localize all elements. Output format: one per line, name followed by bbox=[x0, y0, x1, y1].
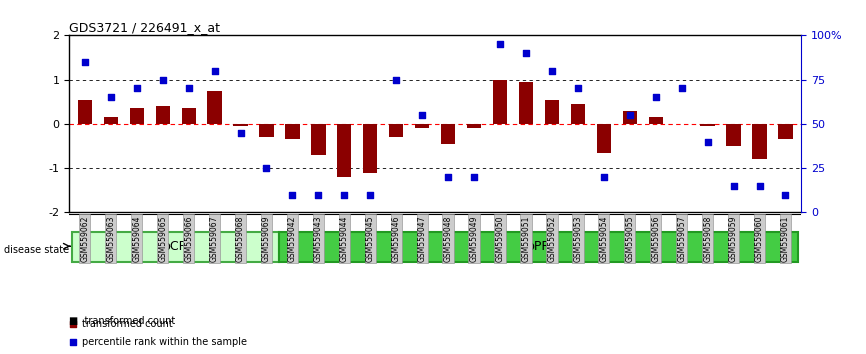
Point bbox=[182, 86, 196, 91]
Point bbox=[78, 59, 92, 65]
Text: GSM559060: GSM559060 bbox=[755, 215, 764, 262]
Bar bbox=[104, 117, 118, 124]
Text: GSM559049: GSM559049 bbox=[469, 215, 479, 262]
Point bbox=[130, 86, 144, 91]
Point bbox=[493, 41, 507, 47]
Text: GSM559067: GSM559067 bbox=[210, 215, 219, 262]
Text: GSM559048: GSM559048 bbox=[443, 215, 453, 262]
Bar bbox=[259, 124, 274, 137]
Text: pCR: pCR bbox=[163, 240, 189, 253]
Text: GSM559042: GSM559042 bbox=[288, 215, 297, 262]
Text: GSM559062: GSM559062 bbox=[81, 215, 89, 262]
Text: GSM559046: GSM559046 bbox=[391, 215, 401, 262]
Point bbox=[364, 192, 378, 198]
Bar bbox=[78, 99, 92, 124]
Bar bbox=[441, 124, 456, 144]
Bar bbox=[234, 124, 248, 126]
Text: GSM559047: GSM559047 bbox=[417, 215, 427, 262]
Point bbox=[545, 68, 559, 74]
Text: disease state: disease state bbox=[4, 245, 69, 255]
Text: percentile rank within the sample: percentile rank within the sample bbox=[82, 337, 248, 348]
Point bbox=[623, 112, 637, 118]
Bar bbox=[280, 232, 798, 262]
Text: GSM559056: GSM559056 bbox=[651, 215, 660, 262]
Text: GSM559050: GSM559050 bbox=[495, 215, 505, 262]
Point bbox=[467, 174, 481, 180]
Text: GSM559066: GSM559066 bbox=[184, 215, 193, 262]
Text: GSM559063: GSM559063 bbox=[107, 215, 115, 262]
Point bbox=[649, 95, 662, 100]
Bar bbox=[208, 91, 222, 124]
Text: GSM559059: GSM559059 bbox=[729, 215, 738, 262]
Text: GSM559055: GSM559055 bbox=[625, 215, 634, 262]
Point bbox=[462, 56, 475, 62]
Point bbox=[519, 50, 533, 56]
Point bbox=[416, 112, 430, 118]
Text: pPR: pPR bbox=[527, 240, 551, 253]
Bar bbox=[337, 124, 352, 177]
Point bbox=[597, 174, 611, 180]
Bar bbox=[649, 117, 662, 124]
Bar bbox=[363, 124, 378, 172]
Text: GSM559068: GSM559068 bbox=[236, 215, 245, 262]
Text: GSM559061: GSM559061 bbox=[781, 215, 790, 262]
Text: GSM559043: GSM559043 bbox=[313, 215, 323, 262]
Point bbox=[338, 192, 352, 198]
Text: GSM559052: GSM559052 bbox=[547, 215, 557, 262]
Bar bbox=[156, 106, 170, 124]
Bar bbox=[467, 124, 481, 128]
Point bbox=[234, 130, 248, 136]
Bar bbox=[285, 124, 300, 139]
Text: GSM559057: GSM559057 bbox=[677, 215, 686, 262]
Point bbox=[675, 86, 688, 91]
Point bbox=[727, 183, 740, 189]
Text: GSM559054: GSM559054 bbox=[599, 215, 608, 262]
Text: GSM559065: GSM559065 bbox=[158, 215, 167, 262]
Bar bbox=[701, 124, 714, 126]
Text: transformed count: transformed count bbox=[82, 319, 173, 329]
Bar bbox=[182, 108, 196, 124]
Bar bbox=[130, 108, 144, 124]
Point bbox=[286, 192, 300, 198]
Bar bbox=[415, 124, 430, 128]
Text: GSM559053: GSM559053 bbox=[573, 215, 583, 262]
Bar bbox=[72, 232, 280, 262]
Bar bbox=[779, 124, 792, 139]
Point bbox=[312, 192, 326, 198]
Bar bbox=[493, 80, 507, 124]
Bar bbox=[389, 124, 404, 137]
Text: ■  transformed count: ■ transformed count bbox=[69, 316, 176, 326]
Bar bbox=[545, 99, 559, 124]
Point bbox=[104, 95, 118, 100]
Point bbox=[779, 192, 792, 198]
Text: GDS3721 / 226491_x_at: GDS3721 / 226491_x_at bbox=[69, 21, 220, 34]
Bar bbox=[597, 124, 611, 153]
Point bbox=[701, 139, 714, 144]
Text: GSM559051: GSM559051 bbox=[521, 215, 531, 262]
Point bbox=[156, 77, 170, 82]
Point bbox=[260, 165, 274, 171]
Text: GSM559064: GSM559064 bbox=[132, 215, 141, 262]
Text: GSM559069: GSM559069 bbox=[262, 215, 271, 262]
Bar bbox=[727, 124, 740, 146]
Point bbox=[571, 86, 585, 91]
Text: GSM559058: GSM559058 bbox=[703, 215, 712, 262]
Bar bbox=[519, 82, 533, 124]
Point bbox=[462, 224, 475, 229]
Bar bbox=[311, 124, 326, 155]
Text: GSM559045: GSM559045 bbox=[365, 215, 375, 262]
Point bbox=[441, 174, 455, 180]
Bar bbox=[623, 110, 637, 124]
Point bbox=[753, 183, 766, 189]
Bar bbox=[753, 124, 766, 159]
Point bbox=[390, 77, 404, 82]
Bar bbox=[571, 104, 585, 124]
Text: GSM559044: GSM559044 bbox=[339, 215, 349, 262]
Point bbox=[208, 68, 222, 74]
